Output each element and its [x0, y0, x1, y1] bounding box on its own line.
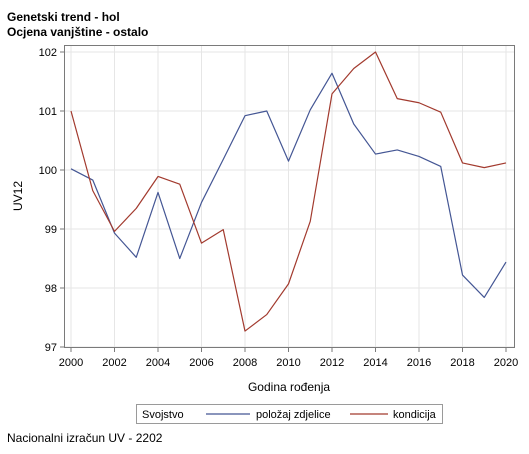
- footer-note: Nacionalni izračun UV - 2202: [7, 431, 163, 445]
- legend: Svojstvo položaj zdjelice kondicija: [136, 404, 443, 424]
- grid-lines: [65, 46, 514, 348]
- legend-frame: [136, 404, 443, 424]
- x-tick-label: 2002: [102, 357, 126, 369]
- x-tick-label: 2006: [189, 357, 213, 369]
- x-tick-label: 2004: [146, 357, 170, 369]
- legend-label-series-1: položaj zdjelice: [256, 409, 331, 421]
- x-axis-label: Godina rođenja: [248, 380, 330, 394]
- x-tick-label: 2020: [494, 357, 518, 369]
- plot-frame: [64, 45, 515, 348]
- x-tick-label: 2010: [276, 357, 300, 369]
- legend-title: Svojstvo: [142, 409, 184, 421]
- y-tick-label: 99: [45, 224, 57, 236]
- y-tick-label: 102: [39, 47, 57, 59]
- series-lines: [70, 51, 507, 332]
- x-tick-label: 2000: [59, 357, 83, 369]
- x-tick-label: 2014: [363, 357, 387, 369]
- legend-label-series-2: kondicija: [393, 409, 437, 421]
- y-tick-label: 100: [39, 165, 57, 177]
- x-axis-ticks: 2000 2002 2004 2006 2008 2010 2012 2014 2016 2018…: [59, 347, 518, 369]
- x-tick-label: 2008: [233, 357, 257, 369]
- series-line-2: [70, 51, 507, 332]
- x-tick-label: 2012: [320, 357, 344, 369]
- series-line-1: [70, 72, 507, 299]
- y-tick-label: 101: [39, 106, 57, 118]
- y-tick-label: 97: [45, 342, 57, 354]
- x-tick-label: 2016: [407, 357, 431, 369]
- x-tick-label: 2018: [450, 357, 474, 369]
- chart-title: Genetski trend - hol: [7, 10, 120, 24]
- y-tick-label: 98: [45, 283, 57, 295]
- y-axis-label: UV12: [11, 181, 25, 211]
- chart-subtitle: Ocjena vanjštine - ostalo: [7, 25, 149, 39]
- y-axis-ticks: 97 98 99 100 101 102: [39, 47, 65, 354]
